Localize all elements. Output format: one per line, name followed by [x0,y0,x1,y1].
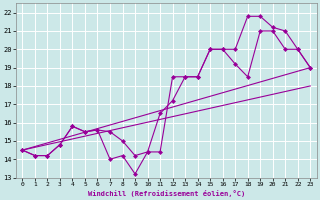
X-axis label: Windchill (Refroidissement éolien,°C): Windchill (Refroidissement éolien,°C) [88,190,245,197]
